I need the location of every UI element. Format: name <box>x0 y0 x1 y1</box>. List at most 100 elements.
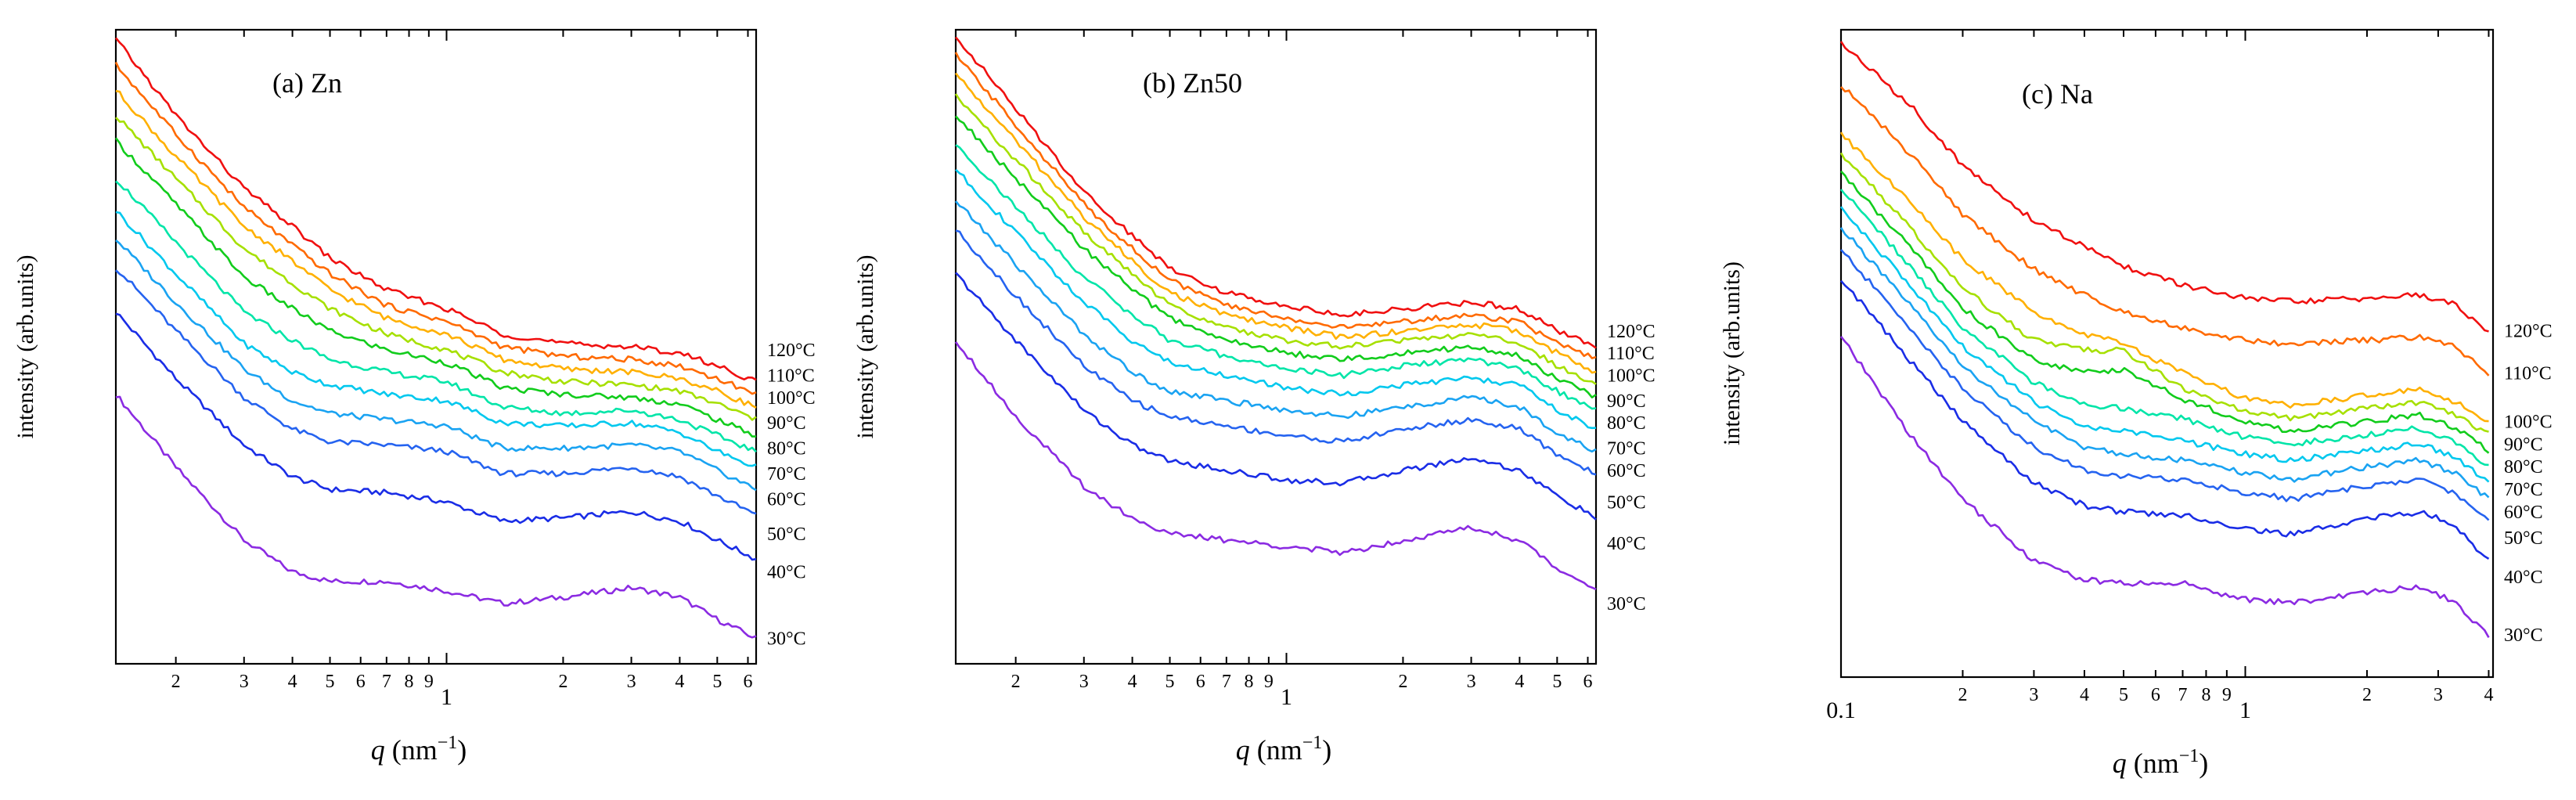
x-tick-label: 2 <box>1958 685 1967 705</box>
x-tick-label: 5 <box>326 672 335 692</box>
series-line <box>954 72 1597 374</box>
x-tick-label: 9 <box>2222 685 2232 705</box>
y-axis-label: intensity (arb.units) <box>1719 261 1745 445</box>
x-tick-label: 4 <box>1128 672 1137 692</box>
x-tick-label: 3 <box>1467 672 1476 692</box>
plot-frame <box>1839 28 2495 679</box>
panel-2: 2 3 4 5 6 7 8 912 3 4 5 6120°C110°C100°C90°C80°C70°… <box>852 28 1655 766</box>
x-tick-label: 5 <box>2119 685 2128 705</box>
series-line <box>1839 189 2489 467</box>
series-line <box>115 211 757 467</box>
series-temperature-label: 100°C <box>1607 366 1655 386</box>
series-temperature-label: 90°C <box>767 413 806 434</box>
series-temperature-label: 90°C <box>2504 434 2543 455</box>
series-line <box>954 200 1597 453</box>
series-line <box>955 115 1597 399</box>
x-tick-label: 6 <box>1583 672 1593 692</box>
series-temperature-label: 70°C <box>2504 480 2543 500</box>
x-tick-label: 7 <box>1222 672 1231 692</box>
plot-frame <box>954 28 1598 665</box>
series-line <box>1839 227 2490 499</box>
series-line <box>115 240 757 492</box>
series-line <box>114 61 757 395</box>
series-temperature-label: 110°C <box>2504 363 2552 384</box>
x-tick-label: 7 <box>2178 685 2187 705</box>
series-line <box>115 395 757 639</box>
series-temperature-label: 120°C <box>767 341 816 361</box>
plot-frame <box>114 28 758 665</box>
x-axis-exponent: −1 <box>438 733 458 753</box>
series-temperature-label: 40°C <box>1607 534 1646 554</box>
series-temperature-label: 80°C <box>1607 413 1646 434</box>
series-temperature-label: 30°C <box>2504 625 2543 646</box>
series-line <box>955 229 1597 476</box>
x-axis-variable: q <box>371 734 385 766</box>
series-temperature-label: 70°C <box>767 464 806 485</box>
series-line <box>955 272 1597 521</box>
series-temperature-label: 110°C <box>767 366 815 386</box>
x-axis-exponent: −1 <box>2179 746 2200 766</box>
x-axis-exponent: −1 <box>1302 733 1323 753</box>
series-line <box>955 144 1597 410</box>
x-axis-unit: (nm <box>385 734 438 766</box>
panel-3: 0.1 2 3 4 5 6 7 8 91 2 3 4 120°C 110°C 100°C90°C80°C 70… <box>1719 28 2553 779</box>
x-axis-close: ) <box>457 734 467 766</box>
x-tick-label: 1 <box>1281 684 1292 710</box>
x-tick-label: 4 <box>2484 685 2493 705</box>
y-axis-label: intensity (arb.units) <box>852 255 878 439</box>
series-temperature-label: 50°C <box>767 524 806 545</box>
x-tick-label: 5 <box>712 672 722 692</box>
x-tick-label: 4 <box>2080 685 2089 705</box>
series-temperature-label: 100°C <box>767 388 816 409</box>
panel-title: (c) Na <box>2022 78 2093 110</box>
series-line <box>114 137 756 438</box>
series-temperature-label: 80°C <box>767 439 806 459</box>
series-temperature-label: 90°C <box>1607 391 1646 412</box>
series-temperature-label: 100°C <box>2504 412 2553 432</box>
series-temperature-label: 60°C <box>767 489 806 510</box>
series-line <box>115 180 757 453</box>
series-line <box>115 312 757 561</box>
x-axis-label: q (nm−1) <box>1236 733 1332 766</box>
series-line <box>1840 86 2490 377</box>
x-tick-label: 1 <box>2239 697 2251 723</box>
series-temperature-label: 30°C <box>767 629 806 650</box>
panel-title: (b) Zn50 <box>1143 67 1242 99</box>
x-axis-label: q (nm−1) <box>371 733 467 766</box>
x-tick-label: 7 <box>382 672 391 692</box>
x-tick-label: 4 <box>1515 672 1524 692</box>
series-line <box>1840 279 2490 560</box>
series-temperature-label: 60°C <box>2504 503 2543 523</box>
series-temperature-label: 110°C <box>1607 344 1655 364</box>
x-axis-variable: q <box>2113 748 2127 779</box>
x-axis-close: ) <box>1322 734 1331 766</box>
series-temperature-label: 30°C <box>1607 594 1646 614</box>
x-tick-label: 5 <box>1166 672 1175 692</box>
x-tick-label: 3 <box>627 672 636 692</box>
x-axis-variable: q <box>1236 734 1250 766</box>
x-tick-label: 6 <box>744 672 753 692</box>
x-tick-label: 0.1 <box>1826 697 1856 723</box>
series-line <box>954 93 1597 385</box>
x-axis-unit: (nm <box>2127 748 2179 779</box>
panel-1: 2 3 4 5 6 7 8 912 3 4 5 6120°C110°C100°C90°C80°C70°… <box>13 28 816 766</box>
series-line <box>115 269 757 515</box>
series-line <box>1839 152 2489 433</box>
x-axis-unit: (nm <box>1250 734 1302 766</box>
x-tick-label: 8 <box>1245 672 1254 692</box>
series-temperature-label: 40°C <box>767 563 806 583</box>
x-tick-label: 8 <box>2201 685 2210 705</box>
x-tick-label: 8 <box>405 672 414 692</box>
series-temperature-label: 120°C <box>2504 322 2553 342</box>
x-tick-label: 9 <box>424 672 434 692</box>
x-tick-label: 9 <box>1264 672 1274 692</box>
series-line <box>1839 336 2490 639</box>
x-tick-label: 3 <box>2029 685 2038 705</box>
x-tick-label: 4 <box>288 672 297 692</box>
series-line <box>1839 41 2489 333</box>
x-tick-label: 6 <box>356 672 366 692</box>
x-tick-label: 2 <box>2362 685 2372 705</box>
x-tick-label: 3 <box>2434 685 2443 705</box>
x-tick-label: 5 <box>1552 672 1562 692</box>
